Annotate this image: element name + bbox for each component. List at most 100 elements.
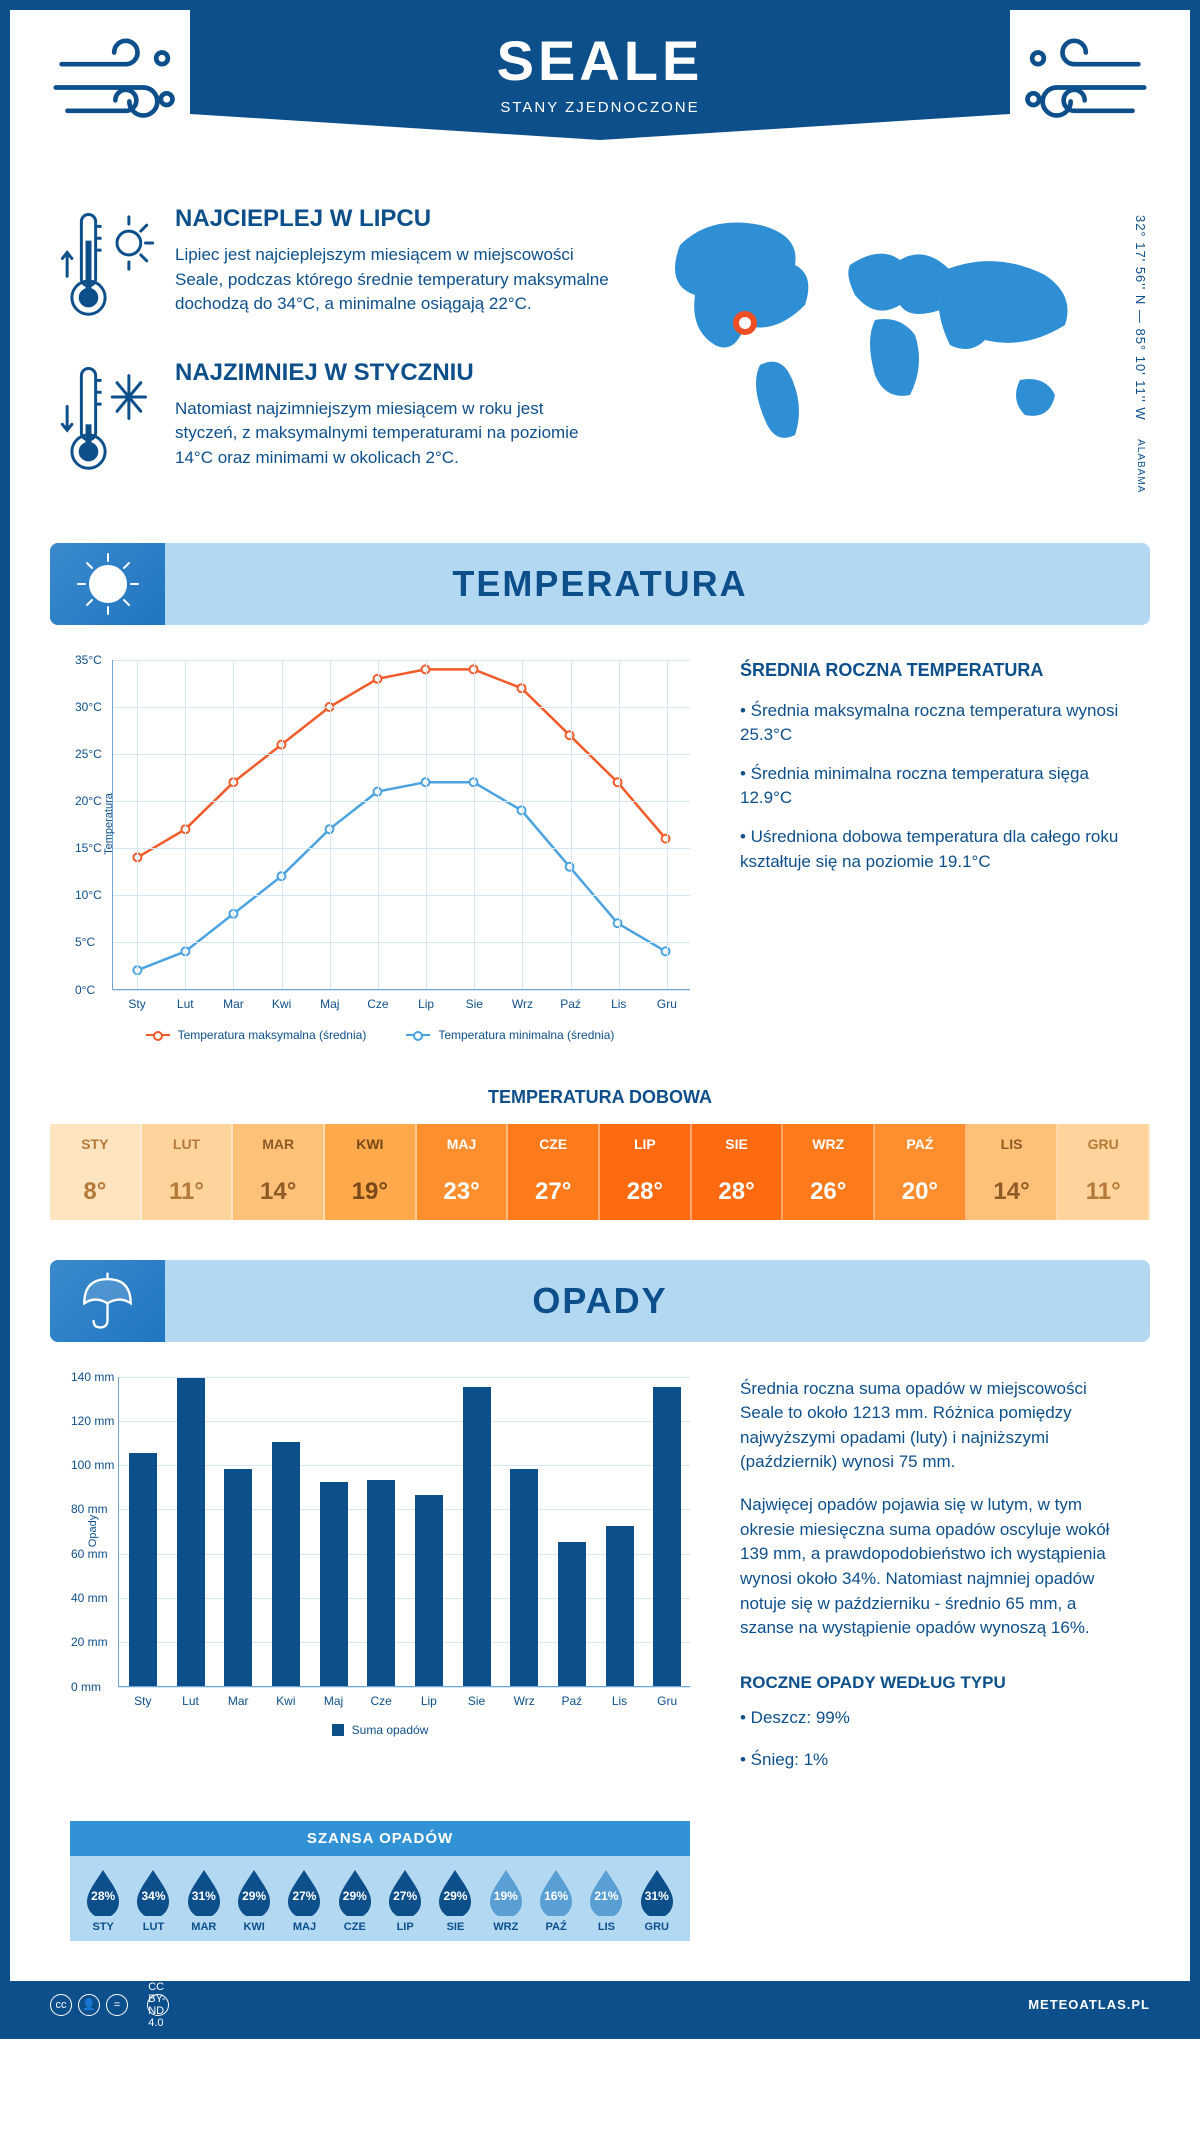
x-tick: Gru [657,1694,677,1708]
x-tick: Maj [320,997,339,1011]
bar [463,1387,491,1686]
y-tick: 30°C [75,700,102,714]
drop-month: LIP [380,1921,430,1933]
x-tick: Kwi [276,1694,295,1708]
month-label: STY [50,1124,142,1164]
temp-month-col: LIS14° [967,1124,1059,1220]
month-label: WRZ [783,1124,875,1164]
drop-month: STY [78,1921,128,1933]
drop-icon: 21% [586,1868,626,1916]
month-label: MAJ [417,1124,509,1164]
month-label: SIE [692,1124,784,1164]
license-badge: cc 👤 = CC BY-ND 4.0 [50,1994,169,2016]
location-map: 32° 17' 56'' N — 85° 10' 11'' W ALABAMA [640,205,1140,513]
drop-icon: 27% [385,1868,425,1916]
x-tick: Sie [466,997,483,1011]
month-label: LIS [967,1124,1059,1164]
temp-month-col: MAJ23° [417,1124,509,1220]
section-temperature-header: TEMPERATURA [50,543,1150,625]
x-tick: Mar [223,997,244,1011]
drop-month: MAR [179,1921,229,1933]
temp-month-col: WRZ26° [783,1124,875,1220]
drop-icon: 31% [637,1868,677,1916]
rain-chance-title: SZANSA OPADÓW [70,1821,690,1856]
section-title: OPADY [532,1280,667,1322]
drop-month: PAŹ [531,1921,581,1933]
y-tick: 40 mm [71,1591,108,1605]
temp-month-col: CZE27° [508,1124,600,1220]
fact-text: Lipiec jest najcieplejszym miesiącem w m… [175,243,610,317]
x-tick: Gru [657,997,677,1011]
month-value: 19° [325,1164,417,1220]
page: SEALE STANY ZJEDNOCZONE NAJCIEPLEJ W LIP… [0,0,1200,2039]
drop-month: LIS [581,1921,631,1933]
fact-title: NAJZIMNIEJ W STYCZNIU [175,359,610,387]
x-tick: Cze [367,997,388,1011]
x-tick: Wrz [514,1694,535,1708]
page-title: SEALE [190,28,1010,93]
x-tick: Cze [370,1694,391,1708]
temp-month-col: KWI19° [325,1124,417,1220]
x-tick: Sty [134,1694,151,1708]
wind-icon [1010,35,1150,145]
chance-drop: 29%KWI [229,1868,279,1933]
x-tick: Mar [228,1694,249,1708]
wind-icon [50,35,190,145]
state-label: ALABAMA [1135,439,1146,493]
drop-month: SIE [430,1921,480,1933]
section-precipitation-header: OPADY [50,1260,1150,1342]
bar-legend-label: Suma opadów [352,1723,429,1737]
month-value: 14° [233,1164,325,1220]
x-tick: Wrz [512,997,533,1011]
drop-icon: 29% [234,1868,274,1916]
umbrella-icon [50,1260,165,1342]
bar [177,1378,205,1686]
precipitation-body: Opady 0 mm20 mm40 mm60 mm80 mm100 mm120 … [10,1342,1190,1801]
cc-icon: cc [50,1994,72,2016]
drop-month: LUT [128,1921,178,1933]
x-tick: Maj [324,1694,343,1708]
drop-month: CZE [330,1921,380,1933]
chance-drop: 29%CZE [330,1868,380,1933]
site-name: METEOATLAS.PL [1028,1997,1150,2012]
x-tick: Paź [561,1694,582,1708]
month-label: PAŹ [875,1124,967,1164]
license-text: CC BY-ND 4.0 [147,1994,169,2016]
summary-bullet: • Średnia maksymalna roczna temperatura … [740,699,1130,748]
chance-drop: 27% LIP [380,1868,430,1933]
bar [510,1469,538,1686]
month-value: 23° [417,1164,509,1220]
temperature-chart: Temperatura 0°C5°C10°C15°C20°C25°C30°C35… [70,660,690,1042]
footer: cc 👤 = CC BY-ND 4.0 METEOATLAS.PL [10,1981,1190,2029]
month-value: 20° [875,1164,967,1220]
y-tick: 80 mm [71,1502,108,1516]
bar [606,1526,634,1685]
sun-icon [50,543,165,625]
by-type-title: ROCZNE OPADY WEDŁUG TYPU [740,1671,1130,1696]
y-tick: 5°C [75,935,95,949]
chance-drop: 28% STY [78,1868,128,1933]
temp-month-col: GRU11° [1058,1124,1150,1220]
temperature-summary: ŚREDNIA ROCZNA TEMPERATURA • Średnia mak… [740,660,1130,1042]
month-label: KWI [325,1124,417,1164]
by-type-rain: • Deszcz: 99% [740,1706,1130,1731]
month-value: 11° [1058,1164,1150,1220]
y-tick: 15°C [75,841,102,855]
temp-month-col: SIE28° [692,1124,784,1220]
drop-month: GRU [632,1921,682,1933]
bar [367,1480,395,1686]
y-tick: 35°C [75,653,102,667]
bar [558,1542,586,1686]
chance-drop: 31% MAR [179,1868,229,1933]
drop-icon: 31% [184,1868,224,1916]
drop-icon: 28% [83,1868,123,1916]
fact-hottest: NAJCIEPLEJ W LIPCU Lipiec jest najcieple… [60,205,610,329]
rain-chance: SZANSA OPADÓW 28%STY34%LUT31%MAR29%KWI27… [70,1821,690,1941]
page-subtitle: STANY ZJEDNOCZONE [190,99,1010,116]
y-tick: 140 mm [71,1370,114,1384]
x-tick: Paź [560,997,581,1011]
precip-para: Najwięcej opadów pojawia się w lutym, w … [740,1493,1130,1641]
chance-drop: 16%PAŹ [531,1868,581,1933]
bar [129,1453,157,1686]
month-label: LUT [142,1124,234,1164]
